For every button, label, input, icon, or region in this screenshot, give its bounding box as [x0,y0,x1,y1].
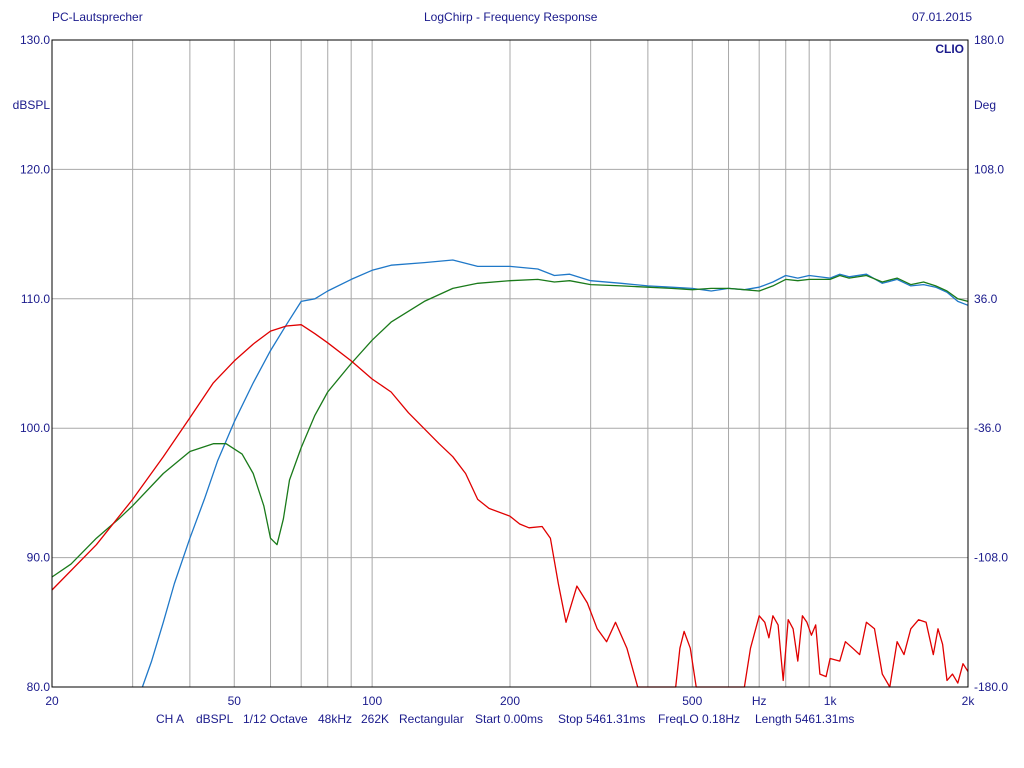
y-tick-label: 110.0 [21,292,50,306]
x-tick-label: 100 [362,694,382,708]
y2-axis-label: Deg [974,98,996,112]
footer-channel: CH A [156,712,185,726]
y2-tick-label: -180.0 [974,680,1008,694]
frequency-response-chart: 130.0 120.0 110.0 100.0 90.0 80.0 180.0 108.0 36… [13,33,1009,708]
footer-unit: dBSPL [196,712,234,726]
y2-tick-label: 180.0 [974,33,1004,47]
footer-stop: Stop 5461.31ms [558,712,646,726]
footer-sample-rate: 48kHz [318,712,353,726]
plot-frame [51,39,969,688]
y-tick-label: 90.0 [27,551,51,565]
x-axis-unit: Hz [752,694,767,708]
x-tick-label: 50 [228,694,242,708]
y2-tick-label: 36.0 [974,292,998,306]
header-left: PC-Lautsprecher [52,10,143,24]
x-tick-label: 2k [962,694,976,708]
footer-window: Rectangular [399,712,464,726]
y-tick-label: 120.0 [20,162,50,176]
y2-tick-label: 108.0 [974,162,1004,176]
measurement-settings-footer: CH A dBSPL 1/12 Octave 48kHz 262K Rectan… [0,712,1024,728]
x-tick-label: 500 [682,694,702,708]
clio-brand: CLIO [935,42,964,56]
series-line-1 [141,259,969,688]
footer-length: Length 5461.31ms [755,712,855,726]
header-right: 07.01.2015 [912,10,973,24]
y-tick-label: 80.0 [27,680,51,694]
x-tick-label: 1k [824,694,838,708]
series-line-2 [51,274,969,578]
y-tick-label: 100.0 [20,421,50,435]
x-tick-label: 200 [500,694,520,708]
series-line-3 [51,324,969,688]
y2-tick-label: -108.0 [974,551,1008,565]
x-tick-label: 20 [45,694,59,708]
y-axis-label: dBSPL [13,98,51,112]
footer-start: Start 0.00ms [475,712,544,726]
footer-smoothing: 1/12 Octave [243,712,308,726]
y-tick-label: 130.0 [20,33,50,47]
footer-size: 262K [361,712,390,726]
header-center: LogChirp - Frequency Response [424,10,598,24]
y2-tick-label: -36.0 [974,421,1002,435]
footer-freqlo: FreqLO 0.18Hz [658,712,741,726]
